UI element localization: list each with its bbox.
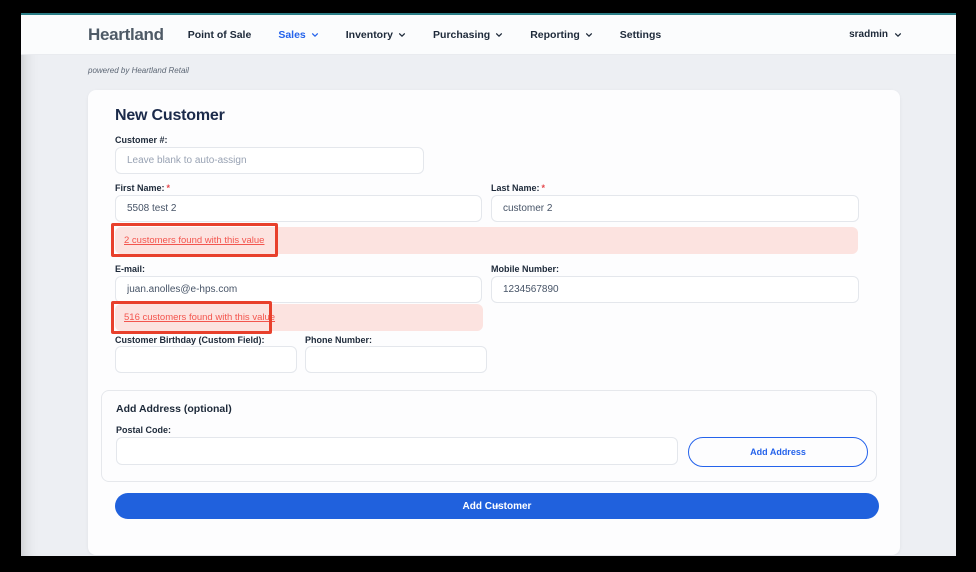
page-title: New Customer bbox=[115, 107, 225, 124]
chevron-down-icon bbox=[398, 31, 406, 39]
add-address-button[interactable]: Add Address bbox=[688, 437, 868, 467]
nav-items: Point of Sale Sales Inventory Purchasing bbox=[188, 29, 662, 41]
label-text: Phone Number: bbox=[305, 335, 373, 345]
phone-number-label: Phone Number: bbox=[305, 335, 372, 345]
nav-item-label: Sales bbox=[278, 28, 306, 41]
label-text: Postal Code: bbox=[116, 425, 172, 435]
nav-item-inventory[interactable]: Inventory bbox=[346, 29, 406, 41]
nav-item-label: Point of Sale bbox=[187, 28, 252, 41]
last-name-input[interactable] bbox=[491, 195, 859, 222]
customer-number-label: Customer #: bbox=[115, 135, 168, 145]
duplicate-customers-link[interactable]: 516 customers found with this value bbox=[124, 312, 276, 323]
chevron-down-icon bbox=[894, 31, 902, 39]
postal-code-input[interactable] bbox=[116, 437, 678, 465]
postal-code-label: Postal Code: bbox=[116, 425, 171, 435]
user-menu[interactable]: sradmin bbox=[849, 29, 902, 40]
nav-item-label: Purchasing bbox=[433, 28, 491, 41]
nav-item-label: Reporting bbox=[530, 28, 580, 41]
plus-icon: + bbox=[493, 499, 501, 513]
nav-item-point-of-sale[interactable]: Point of Sale bbox=[188, 29, 252, 41]
nav-item-reporting[interactable]: Reporting bbox=[530, 29, 593, 41]
user-name: sradmin bbox=[849, 29, 888, 40]
chevron-down-icon bbox=[495, 31, 503, 39]
email-warning-bar: 516 customers found with this value bbox=[115, 304, 483, 331]
powered-by-text: powered by Heartland Retail bbox=[88, 66, 189, 75]
add-address-title: Add Address (optional) bbox=[116, 403, 232, 415]
nav-item-settings[interactable]: Settings bbox=[620, 29, 661, 41]
new-customer-card: New Customer Customer #: First Name:* La… bbox=[88, 90, 900, 555]
last-name-label: Last Name: * bbox=[491, 183, 545, 193]
first-name-input[interactable] bbox=[115, 195, 482, 222]
mobile-number-label: Mobile Number: bbox=[491, 264, 559, 274]
nav-item-sales[interactable]: Sales bbox=[278, 29, 318, 41]
customer-number-input[interactable] bbox=[115, 147, 424, 174]
chevron-down-icon bbox=[585, 31, 593, 39]
add-address-section: Add Address (optional) Postal Code: Add … bbox=[101, 390, 877, 482]
mobile-number-input[interactable] bbox=[491, 276, 859, 303]
add-customer-button[interactable]: + Add Customer bbox=[115, 493, 879, 519]
nav-item-purchasing[interactable]: Purchasing bbox=[433, 29, 503, 41]
label-text: Last Name: bbox=[491, 183, 540, 193]
chevron-down-icon bbox=[311, 31, 319, 39]
label-text: E-mail: bbox=[115, 264, 146, 274]
label-text: Customer Birthday (Custom Field): bbox=[115, 335, 265, 345]
heartland-logo: Heartland bbox=[88, 24, 164, 44]
label-text: First Name: bbox=[115, 183, 165, 193]
browser-page: Heartland Point of Sale Sales Inventory bbox=[21, 13, 956, 556]
email-label: E-mail: bbox=[115, 264, 145, 274]
label-text: Customer #: bbox=[115, 135, 168, 145]
first-name-warning-bar: 2 customers found with this value bbox=[115, 227, 858, 254]
top-nav: Heartland Point of Sale Sales Inventory bbox=[21, 15, 956, 55]
required-asterisk: * bbox=[541, 183, 546, 193]
email-input[interactable] bbox=[115, 276, 482, 303]
duplicate-customers-link[interactable]: 2 customers found with this value bbox=[124, 235, 265, 246]
phone-number-input[interactable] bbox=[305, 346, 487, 373]
required-asterisk: * bbox=[166, 183, 171, 193]
add-customer-label: Add Customer bbox=[462, 500, 532, 512]
label-text: Mobile Number: bbox=[491, 264, 560, 274]
nav-item-label: Inventory bbox=[345, 28, 394, 41]
first-name-label: First Name: * bbox=[115, 183, 170, 193]
birthday-label: Customer Birthday (Custom Field): bbox=[115, 335, 265, 345]
birthday-input[interactable] bbox=[115, 346, 297, 373]
nav-item-label: Settings bbox=[619, 28, 662, 41]
